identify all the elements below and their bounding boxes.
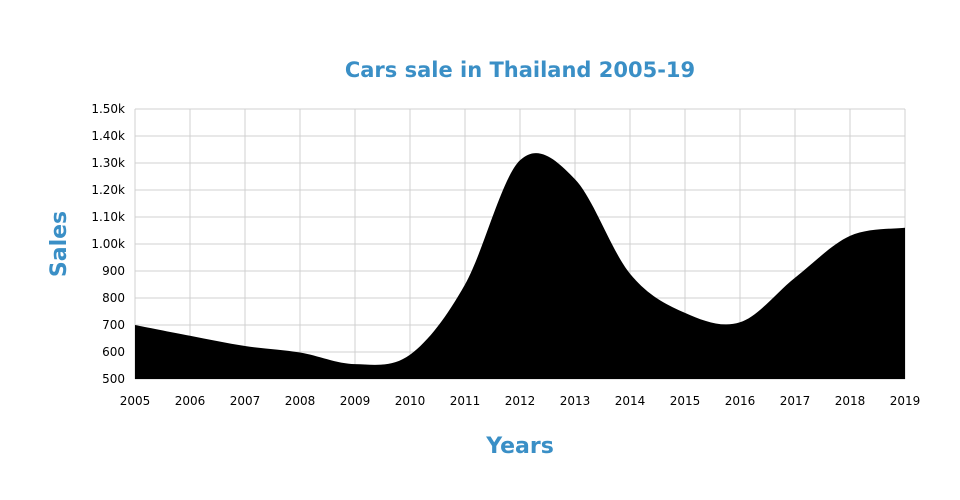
y-tick-label: 900 <box>102 264 125 278</box>
y-tick-label: 1.10k <box>91 210 125 224</box>
x-tick-label: 2012 <box>505 394 536 408</box>
x-tick-label: 2017 <box>780 394 811 408</box>
chart-title: Cars sale in Thailand 2005-19 <box>345 58 695 82</box>
x-tick-label: 2014 <box>615 394 646 408</box>
x-tick-label: 2009 <box>340 394 371 408</box>
x-tick-label: 2015 <box>670 394 701 408</box>
y-axis-title: Sales <box>47 211 72 277</box>
x-tick-label: 2013 <box>560 394 591 408</box>
x-tick-label: 2016 <box>725 394 756 408</box>
x-axis-title: Years <box>485 434 554 459</box>
x-tick-label: 2011 <box>450 394 481 408</box>
y-tick-label: 1.20k <box>91 183 125 197</box>
y-tick-label: 600 <box>102 345 125 359</box>
y-tick-label: 700 <box>102 318 125 332</box>
x-tick-label: 2007 <box>230 394 261 408</box>
y-tick-label: 800 <box>102 291 125 305</box>
sales-area <box>135 153 905 379</box>
y-tick-label: 1.40k <box>91 129 125 143</box>
y-axis-ticks: 500 600 700 800 900 1.00k 1.10k 1.20k 1.30k 1.40k… <box>91 102 125 386</box>
y-tick-label: 500 <box>102 372 125 386</box>
x-tick-label: 2019 <box>890 394 921 408</box>
x-tick-label: 2006 <box>175 394 206 408</box>
y-tick-label: 1.30k <box>91 156 125 170</box>
x-tick-label: 2018 <box>835 394 866 408</box>
x-axis-ticks: 2005 2006 2007 2008 2009 2010 2011 2012 2013 2014… <box>120 394 921 408</box>
y-tick-label: 1.00k <box>91 237 125 251</box>
y-tick-label: 1.50k <box>91 102 125 116</box>
x-tick-label: 2005 <box>120 394 151 408</box>
x-tick-label: 2008 <box>285 394 316 408</box>
x-tick-label: 2010 <box>395 394 426 408</box>
